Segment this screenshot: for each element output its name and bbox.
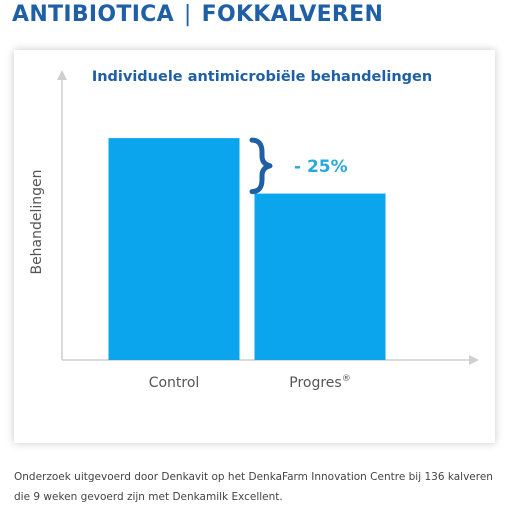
bar-control [108,138,240,360]
chart: Individuele antimicrobiële behandelingen… [29,69,479,391]
x-tick-labels: Control Progres® [149,374,351,391]
chart-card: Individuele antimicrobiële behandelingen… [14,50,495,443]
bar-progres [254,193,386,360]
footnote-line-1: Onderzoek uitgevoerd door Denkavit op he… [14,471,493,483]
y-axis-label: Behandelingen [29,169,45,274]
page-title-right: FOKKALVEREN [201,2,384,27]
x-tick-label-progres: Progres® [289,374,350,391]
reduction-bracket [249,137,273,195]
y-axis-arrow-icon [57,70,67,80]
page-title-separator: | [183,2,192,27]
footnote: Onderzoek uitgevoerd door Denkavit op he… [14,467,498,507]
footnote-line-2: die 9 weken gevoerd zijn met Denkamilk E… [14,491,283,503]
x-tick-label-control: Control [149,375,200,391]
bars [108,138,386,360]
reduction-label: - 25% [294,157,348,177]
page-title-left: ANTIBIOTICA [12,2,174,27]
x-axis-arrow-icon [469,355,479,365]
registered-mark: ® [342,374,351,384]
chart-title: Individuele antimicrobiële behandelingen [92,69,432,85]
page-title: ANTIBIOTICA | FOKKALVEREN [12,2,383,27]
